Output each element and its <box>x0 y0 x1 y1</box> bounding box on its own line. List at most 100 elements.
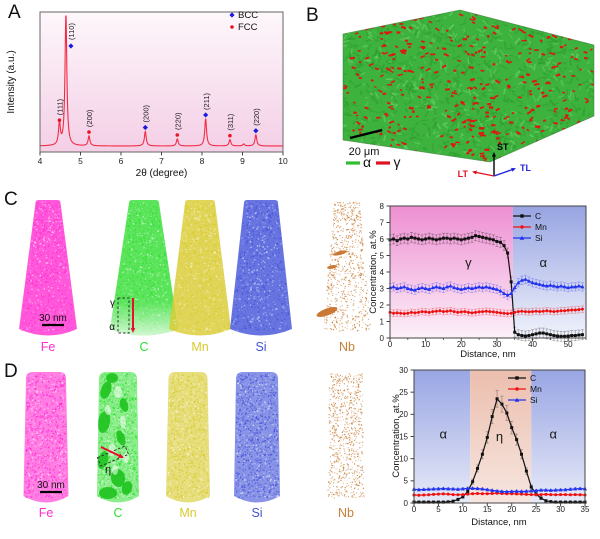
needle-Si <box>230 200 292 336</box>
xrd-curve <box>39 15 283 147</box>
x-tick-label: 35 <box>581 505 590 514</box>
tl-arrow-head <box>511 167 516 172</box>
y-tick-label: 1 <box>380 317 385 326</box>
hkl-label: (220) <box>252 108 261 126</box>
y-tick-label: 7 <box>380 218 385 227</box>
roi-alpha-label: α <box>109 322 115 333</box>
x-axis-label: Distance, nm <box>460 349 516 360</box>
element-label-Mn: Mn <box>179 506 196 520</box>
y-axis-label: Intensity (a.u.) <box>6 50 17 113</box>
x-tick-label: 40 <box>528 340 537 349</box>
region-α-0 <box>414 370 471 503</box>
region-label-γ: γ <box>465 255 472 270</box>
nb-cluster <box>327 265 337 269</box>
region-γ-0 <box>390 206 513 338</box>
needle-Fe <box>23 372 69 503</box>
hkl-label: (311) <box>226 113 235 130</box>
profile_c-axes: 0 10 20 30 40 50 0 1 2 3 4 5 6 7 8 <box>380 202 587 349</box>
lt-axis-label: LT <box>458 169 469 179</box>
x-axis-label: Distance, nm <box>471 517 527 528</box>
tl-axis <box>493 168 515 177</box>
lt-arrow-head <box>472 170 477 175</box>
legend-entry-C: C <box>530 373 536 383</box>
hkl-label: (200) <box>85 109 94 127</box>
element-label-Mn: Mn <box>191 340 208 354</box>
needle-C: γα <box>109 200 178 336</box>
x-tick-label: 25 <box>532 505 541 514</box>
x-tick-label: 15 <box>483 505 492 514</box>
microstructure-3d: 20 μmα γ ST LT TL <box>342 9 595 179</box>
element-label-Fe: Fe <box>39 506 54 520</box>
x-axis-label: 2θ (degree) <box>136 168 188 179</box>
roi-gamma-label: γ <box>110 298 115 309</box>
region-η-1 <box>470 370 532 503</box>
series-Mn-markers <box>412 491 587 497</box>
x-tick-label: 50 <box>564 340 573 349</box>
roi-arrow <box>100 446 122 458</box>
x-tick-label: 30 <box>556 505 565 514</box>
legend-entry-Mn: Mn <box>535 222 547 232</box>
element-label-Nb: Nb <box>338 506 354 520</box>
y-tick-label: 15 <box>399 432 408 441</box>
element-label-Si: Si <box>251 506 262 520</box>
y-tick-label: 5 <box>404 477 409 486</box>
hkl-label: (200) <box>142 104 151 122</box>
hkl-label: (220) <box>173 112 182 130</box>
xrd-plot-background <box>40 12 283 152</box>
needle-Si <box>234 372 280 503</box>
x-tick-label: 20 <box>507 505 516 514</box>
x-tick-label: 8 <box>200 156 205 166</box>
legend-entry-Si: Si <box>530 395 538 405</box>
x-tick-label: 10 <box>421 340 430 349</box>
needle-Mn <box>166 372 210 503</box>
block-matrix <box>343 10 594 162</box>
roi-eta-label: η <box>105 464 111 476</box>
scale-bar-label-d: 30 nm <box>37 480 65 491</box>
region-label-α: α <box>539 255 547 270</box>
panel-d-label: D <box>4 361 18 382</box>
panel-c-label: C <box>4 189 18 210</box>
y-tick-label: 8 <box>380 202 385 211</box>
element-label-C: C <box>113 506 122 520</box>
region-label-α: α <box>549 427 557 442</box>
orientation-axes: ST LT TL <box>458 142 532 179</box>
legend-entry-BCC: BCC <box>238 10 258 21</box>
st-axis-label: ST <box>497 142 509 152</box>
scale-bar-label: 20 μm <box>349 146 380 158</box>
y-axis-label: Concentration, at.% <box>368 230 379 314</box>
y-tick-label: 10 <box>399 454 408 463</box>
region-α-2 <box>531 370 585 503</box>
needle-Mn <box>169 200 231 336</box>
y-tick-label: 20 <box>399 410 408 419</box>
element-label-C: C <box>139 340 148 354</box>
alpha-fade <box>110 301 178 336</box>
lt-axis <box>473 171 495 177</box>
x-tick-label: 4 <box>38 156 43 166</box>
hkl-label: (110) <box>67 23 76 40</box>
y-tick-label: 4 <box>380 268 385 277</box>
region-label-η: η <box>496 429 503 444</box>
legend-entry-Mn: Mn <box>530 384 542 394</box>
series-Mn-markers <box>388 307 584 316</box>
roi-box <box>117 297 130 334</box>
y-tick-label: 30 <box>399 366 408 375</box>
st-arrow-head <box>491 152 497 157</box>
series-C-markers <box>388 234 584 338</box>
legend-entry-C: C <box>535 211 541 221</box>
legend-entry-Si: Si <box>535 233 543 243</box>
tl-axis-label: TL <box>520 163 531 173</box>
x-tick-label: 20 <box>457 340 466 349</box>
y-tick-label: 25 <box>399 388 408 397</box>
element-label-Si: Si <box>255 340 266 354</box>
alpha-label: α <box>363 154 371 170</box>
scale-bar-label-c: 30 nm <box>39 313 67 324</box>
xrd-peak-markers: (111) (110) (200) (200) (220) (211) (311) (220) <box>56 23 261 138</box>
y-tick-label: 5 <box>380 251 385 260</box>
series-Si-markers <box>411 486 588 494</box>
